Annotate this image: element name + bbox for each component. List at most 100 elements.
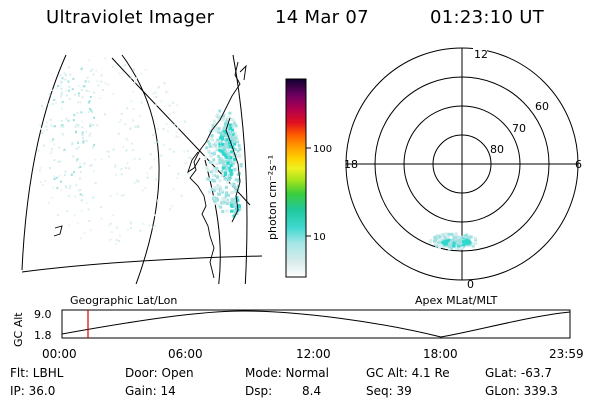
aurora-pixel xyxy=(217,185,221,189)
aurora-pixel xyxy=(228,123,232,127)
aurora-pixel xyxy=(183,150,186,153)
aurora-pixel xyxy=(104,82,107,85)
aurora-pixel xyxy=(60,119,63,122)
aurora-pixel xyxy=(118,121,121,124)
aurora-pixel xyxy=(70,173,73,176)
info-ip: IP: 36.0 xyxy=(10,384,56,398)
aurora-pixel xyxy=(81,126,84,129)
aurora-pixel xyxy=(208,142,212,146)
aurora-pixel xyxy=(170,205,173,208)
aurora-pixel xyxy=(89,96,92,98)
aurora-pixel xyxy=(223,150,227,154)
info-filter: Flt: LBHL xyxy=(10,366,64,380)
aurora-pixel xyxy=(175,131,178,134)
aurora-pixel xyxy=(437,240,441,244)
aurora-pixel xyxy=(132,90,134,93)
aurora-pixel xyxy=(114,165,117,168)
aurora-pixel xyxy=(122,146,125,149)
aurora-pixel xyxy=(221,114,225,118)
aurora-pixel xyxy=(438,243,442,247)
aurora-pixel xyxy=(173,124,176,127)
aurora-pixel xyxy=(465,238,469,242)
aurora-pixel xyxy=(68,187,71,189)
aurora-pixel xyxy=(121,71,124,74)
aurora-pixel xyxy=(146,176,149,179)
timeline-y-title: GC Alt xyxy=(12,312,25,347)
aurora-pixel xyxy=(218,157,222,161)
aurora-pixel xyxy=(446,236,450,240)
aurora-pixel xyxy=(57,85,60,87)
aurora-pixel xyxy=(85,130,88,133)
map-grid-line xyxy=(232,54,248,284)
aurora-pixel xyxy=(215,162,219,166)
aurora-pixel xyxy=(234,134,238,138)
aurora-pixel xyxy=(126,107,128,110)
aurora-pixel xyxy=(218,161,222,165)
aurora-pixel xyxy=(100,158,103,161)
aurora-pixel xyxy=(41,184,44,186)
aurora-pixel xyxy=(115,226,118,229)
aurora-pixel xyxy=(152,134,155,137)
aurora-pixel xyxy=(440,239,443,243)
aurora-pixel xyxy=(165,90,168,93)
aurora-pixel xyxy=(124,64,127,67)
aurora-pixel xyxy=(221,142,225,146)
aurora-pixel xyxy=(222,127,226,131)
aurora-pixel xyxy=(140,101,143,104)
aurora-pixel xyxy=(435,244,439,248)
aurora-pixel xyxy=(89,70,92,73)
aurora-pixel xyxy=(44,179,47,182)
aurora-pixel xyxy=(65,89,68,92)
aurora-pixel xyxy=(133,158,136,160)
aurora-pixel xyxy=(81,134,84,137)
aurora-pixel xyxy=(177,126,180,129)
aurora-pixel xyxy=(223,125,227,129)
aurora-pixel xyxy=(151,92,154,95)
aurora-pixel xyxy=(73,171,76,174)
aurora-pixel xyxy=(77,124,80,127)
aurora-pixel xyxy=(81,131,84,134)
aurora-pixel xyxy=(233,197,237,201)
aurora-pixel xyxy=(220,199,224,203)
aurora-pixel xyxy=(221,146,225,150)
aurora-pixel xyxy=(450,245,454,248)
aurora-pixel xyxy=(168,104,171,107)
aurora-pixel xyxy=(78,177,81,180)
aurora-pixel xyxy=(169,208,171,211)
aurora-pixel xyxy=(228,127,232,131)
aurora-pixel xyxy=(105,150,108,153)
aurora-pixel xyxy=(467,239,471,243)
aurora-pixel xyxy=(443,235,447,239)
aurora-pixel xyxy=(216,192,220,196)
polar-aurora xyxy=(429,232,478,251)
aurora-pixel xyxy=(152,226,155,229)
aurora-pixel xyxy=(224,198,228,202)
aurora-pixel xyxy=(118,239,120,242)
aurora-pixel xyxy=(228,133,232,137)
info-gain: Gain: 14 xyxy=(125,384,176,398)
aurora-pixel xyxy=(43,144,46,147)
aurora-pixel xyxy=(84,80,87,83)
aurora-pixel xyxy=(64,185,67,188)
mlt-label-18: 18 xyxy=(344,158,358,171)
aurora-pixel xyxy=(233,142,237,146)
aurora-pixel xyxy=(134,80,136,83)
aurora-pixel xyxy=(185,161,188,164)
aurora-pixel xyxy=(60,95,62,98)
aurora-pixel xyxy=(221,166,225,170)
aurora-pixel xyxy=(238,147,242,151)
aurora-pixel xyxy=(224,120,228,124)
aurora-pixel xyxy=(225,141,229,144)
aurora-pixel xyxy=(59,125,62,128)
aurora-pixel xyxy=(79,193,82,196)
aurora-pixel xyxy=(52,125,55,128)
mlt-label-12: 12 xyxy=(474,48,488,61)
aurora-pixel xyxy=(157,85,160,88)
aurora-pixel xyxy=(75,123,78,126)
aurora-pixel xyxy=(236,138,240,142)
aurora-pixel xyxy=(47,202,50,205)
aurora-pixel xyxy=(65,117,68,120)
aurora-pixel xyxy=(217,118,221,122)
aurora-pixel xyxy=(452,244,456,248)
